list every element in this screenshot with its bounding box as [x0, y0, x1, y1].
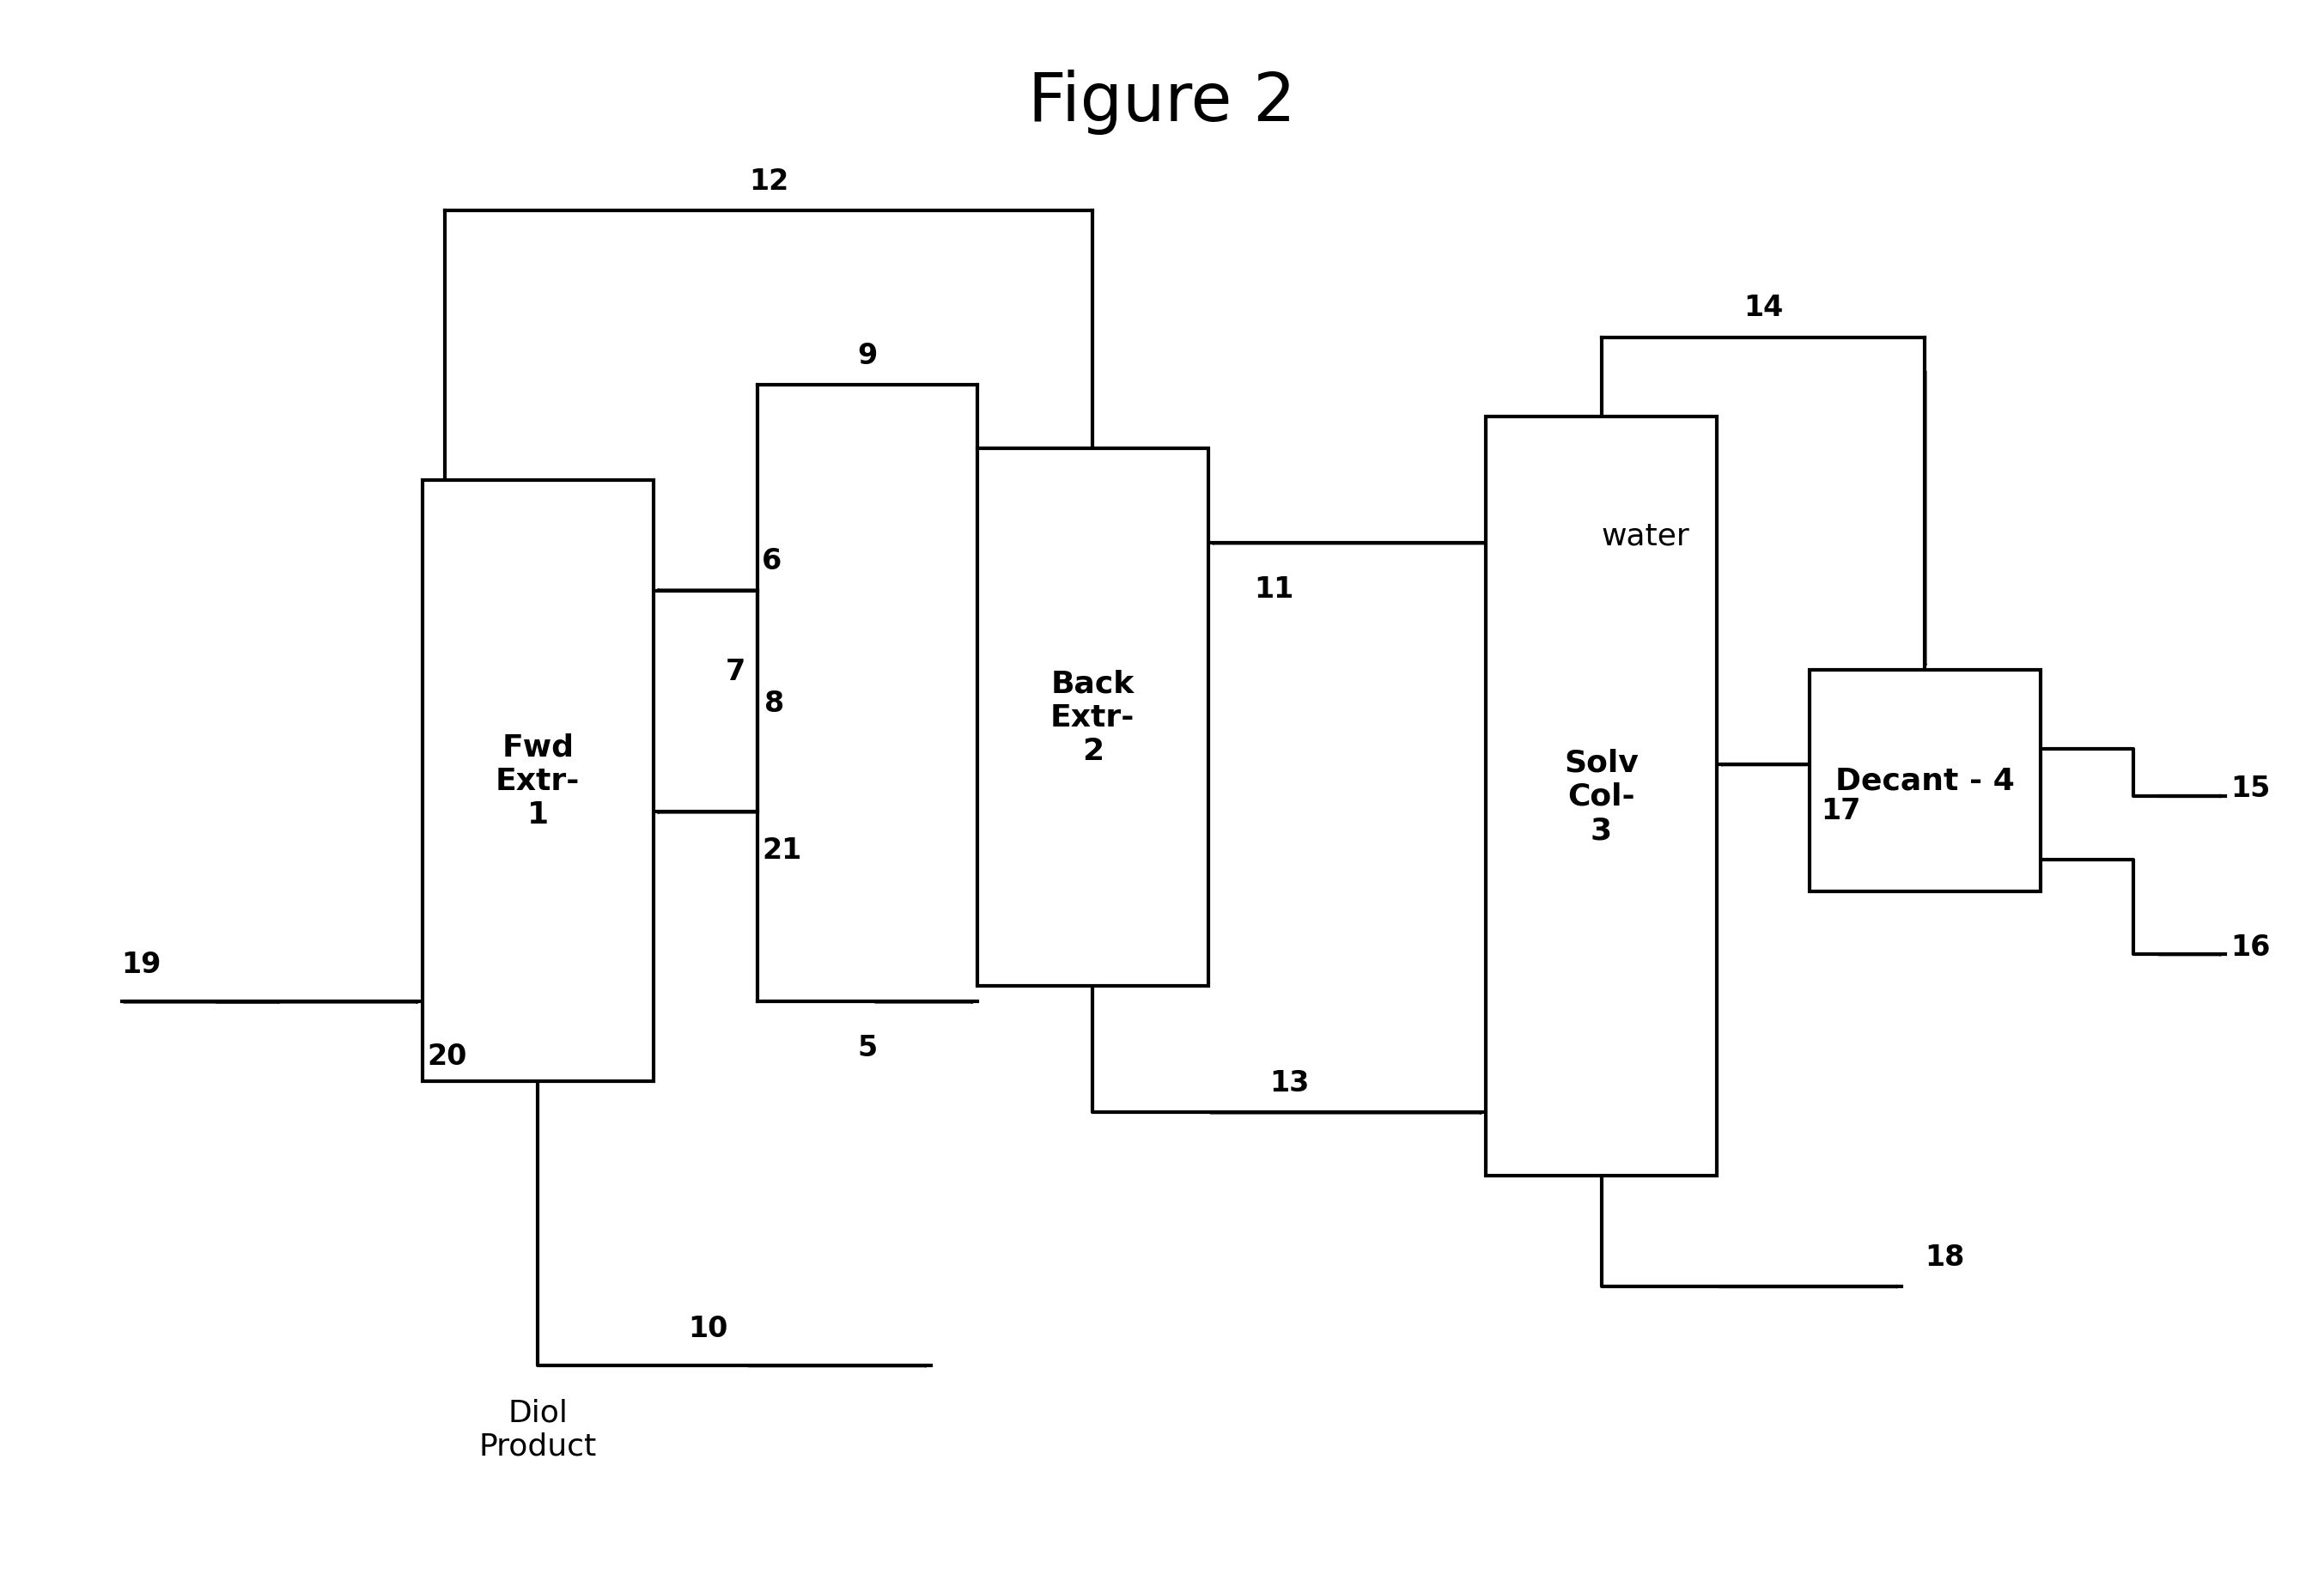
Text: Decant - 4: Decant - 4: [1836, 766, 2015, 795]
Text: 17: 17: [1822, 796, 1862, 825]
Text: 9: 9: [858, 341, 876, 370]
Text: Fwd
Extr-
1: Fwd Extr- 1: [495, 733, 581, 828]
Text: water: water: [1601, 521, 1690, 550]
Text: 8: 8: [765, 690, 783, 717]
FancyBboxPatch shape: [1810, 671, 2040, 892]
Text: Solv
Col-
3: Solv Col- 3: [1564, 749, 1638, 844]
Text: 18: 18: [1924, 1243, 1964, 1271]
Text: 15: 15: [2231, 774, 2271, 803]
Text: 20: 20: [428, 1042, 467, 1070]
Text: 11: 11: [1255, 575, 1294, 604]
Text: Figure 2: Figure 2: [1027, 68, 1297, 134]
Text: 6: 6: [762, 546, 781, 575]
Text: 14: 14: [1743, 293, 1783, 322]
FancyBboxPatch shape: [423, 479, 653, 1082]
Text: 7: 7: [725, 658, 746, 687]
FancyBboxPatch shape: [976, 449, 1208, 986]
Text: 10: 10: [688, 1314, 727, 1341]
Text: 13: 13: [1269, 1069, 1308, 1098]
Text: 21: 21: [762, 836, 802, 865]
Text: 16: 16: [2231, 932, 2271, 961]
Text: Back
Extr-
2: Back Extr- 2: [1050, 669, 1134, 766]
FancyBboxPatch shape: [1485, 417, 1717, 1176]
Text: 12: 12: [748, 167, 788, 196]
Text: 19: 19: [121, 949, 160, 978]
Text: Diol
Product: Diol Product: [479, 1397, 597, 1461]
Text: 5: 5: [858, 1034, 876, 1063]
